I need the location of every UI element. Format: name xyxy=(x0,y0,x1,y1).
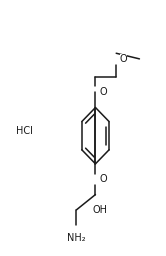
Text: O: O xyxy=(99,174,107,184)
Text: NH₂: NH₂ xyxy=(67,233,86,243)
Text: O: O xyxy=(120,54,127,64)
Text: OH: OH xyxy=(93,205,108,215)
Text: O: O xyxy=(99,87,107,97)
Text: HCl: HCl xyxy=(16,125,33,136)
